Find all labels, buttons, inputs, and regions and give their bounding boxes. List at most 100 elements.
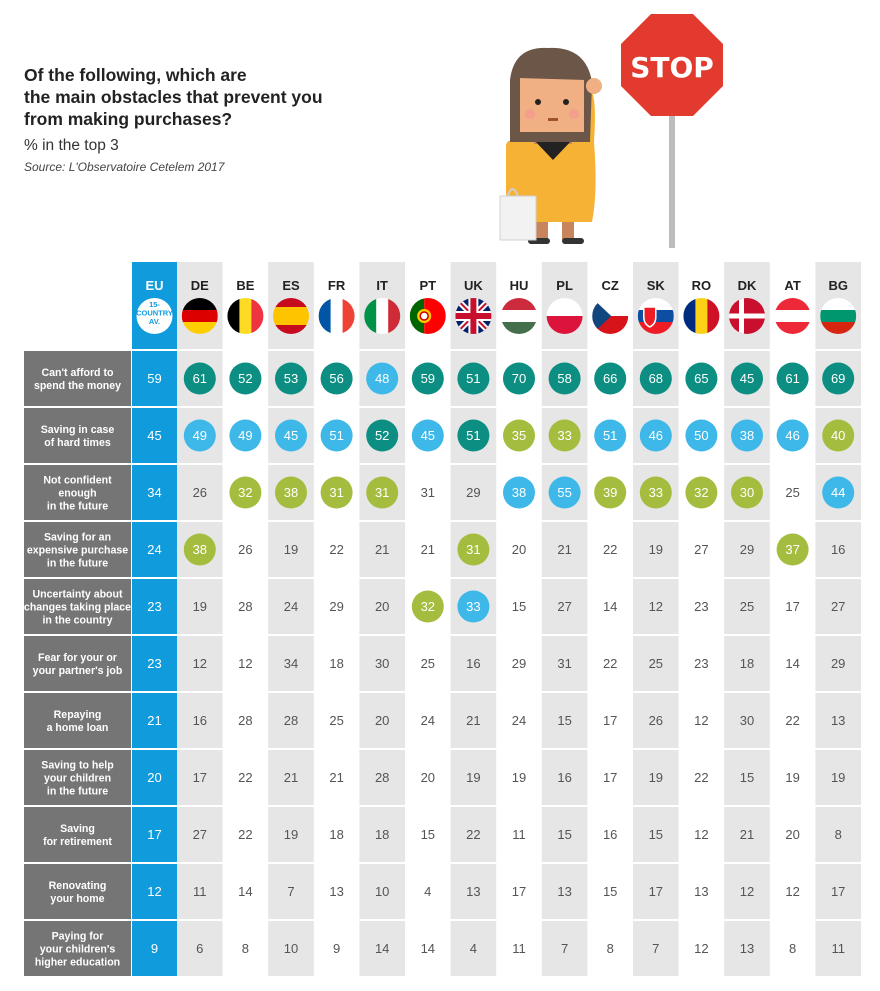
cell-value: 38 (512, 485, 526, 500)
cell-value: 23 (694, 656, 708, 671)
row-label-bg (24, 920, 131, 977)
cell-value: 45 (284, 428, 298, 443)
cell-value: 15 (421, 827, 435, 842)
rank-badge (822, 419, 855, 452)
cell-value: 29 (831, 656, 845, 671)
country-header: UK (464, 278, 483, 293)
cell-value: 22 (238, 770, 252, 785)
cell-value: 65 (694, 371, 708, 386)
cell-value: 27 (694, 542, 708, 557)
eu-sublabel: 15- (149, 300, 160, 309)
cell-value: 30 (375, 656, 389, 671)
cell-value: 19 (785, 770, 799, 785)
eu-value: 24 (147, 542, 161, 557)
cell-value: 16 (466, 656, 480, 671)
cell-value: 19 (649, 542, 663, 557)
row-label: in the future (47, 786, 108, 798)
row-label: in the future (47, 558, 108, 570)
rank-badge (457, 533, 490, 566)
rank-badge (229, 419, 262, 452)
cell-value: 44 (831, 485, 845, 500)
country-header: SK (647, 278, 666, 293)
cell-value: 15 (512, 599, 526, 614)
cell-value: 4 (470, 941, 477, 956)
rank-badge (731, 419, 763, 452)
rank-badge (457, 362, 490, 395)
row-label: Renovating (49, 880, 107, 892)
cell-value: 16 (557, 770, 571, 785)
row-label: Uncertainty about (32, 589, 123, 601)
cell-value: 31 (557, 656, 571, 671)
row-label-bg (24, 350, 131, 407)
row-label: expensive purchase (27, 545, 128, 557)
austria-flag-icon (774, 298, 811, 334)
row-label: Saving in case (41, 424, 115, 436)
cell-value: 20 (375, 713, 389, 728)
cell-value: 17 (193, 770, 207, 785)
cell-value: 25 (421, 656, 435, 671)
country-header: FR (328, 278, 346, 293)
row-label-bg (24, 407, 131, 464)
cell-value: 66 (603, 371, 617, 386)
cell-value: 8 (789, 941, 796, 956)
cell-value: 13 (557, 884, 571, 899)
cell-value: 23 (694, 599, 708, 614)
belgium-flag-icon (227, 298, 264, 334)
cell-value: 31 (329, 485, 343, 500)
eu-column (132, 262, 177, 977)
rank-badge (503, 419, 535, 452)
cell-value: 12 (238, 656, 252, 671)
rank-badge (776, 533, 809, 566)
row-label: enough (58, 488, 96, 500)
cell-value: 7 (561, 941, 568, 956)
cell-value: 22 (329, 542, 343, 557)
cell-value: 13 (740, 941, 754, 956)
cell-value: 19 (284, 542, 298, 557)
cell-value: 50 (694, 428, 708, 443)
cell-value: 24 (512, 713, 526, 728)
rank-badge (275, 419, 307, 452)
cell-value: 11 (831, 941, 845, 956)
cell-value: 18 (740, 656, 754, 671)
country-header: DE (191, 278, 209, 293)
country-header: HU (510, 278, 529, 293)
eu-value: 23 (147, 656, 161, 671)
cell-value: 48 (375, 371, 389, 386)
chart-subtitle: % in the top 3 (24, 137, 119, 154)
cell-value: 17 (785, 599, 799, 614)
cell-value: 45 (740, 371, 754, 386)
uk-flag-icon (455, 298, 492, 334)
rank-badge (731, 476, 763, 509)
cell-value: 19 (284, 827, 298, 842)
row-label-bg (24, 863, 131, 920)
cell-value: 18 (329, 827, 343, 842)
cell-value: 25 (649, 656, 663, 671)
rank-badge (229, 362, 262, 395)
rank-badge (548, 419, 581, 452)
rank-badge (183, 362, 216, 395)
country-header: CZ (602, 278, 619, 293)
rank-badge (320, 362, 353, 395)
cell-value: 29 (740, 542, 754, 557)
cell-value: 25 (740, 599, 754, 614)
cell-value: 26 (649, 713, 663, 728)
cell-value: 24 (284, 599, 298, 614)
rank-badge (229, 476, 262, 509)
row-label-bg (24, 806, 131, 863)
cell-value: 49 (193, 428, 207, 443)
rank-badge (548, 362, 581, 395)
cell-value: 20 (375, 599, 389, 614)
cell-value: 15 (557, 827, 571, 842)
row-label: Repaying (54, 709, 102, 721)
cell-value: 13 (466, 884, 480, 899)
eu-value: 59 (147, 371, 161, 386)
cell-value: 68 (649, 371, 663, 386)
chart-title: Of the following, which are the main obs… (24, 64, 364, 130)
cell-value: 11 (512, 827, 526, 842)
cell-value: 25 (785, 485, 799, 500)
cell-value: 14 (603, 599, 617, 614)
cell-value: 12 (740, 884, 754, 899)
cell-value: 30 (740, 485, 754, 500)
country-header: ES (282, 278, 300, 293)
cell-value: 22 (785, 713, 799, 728)
